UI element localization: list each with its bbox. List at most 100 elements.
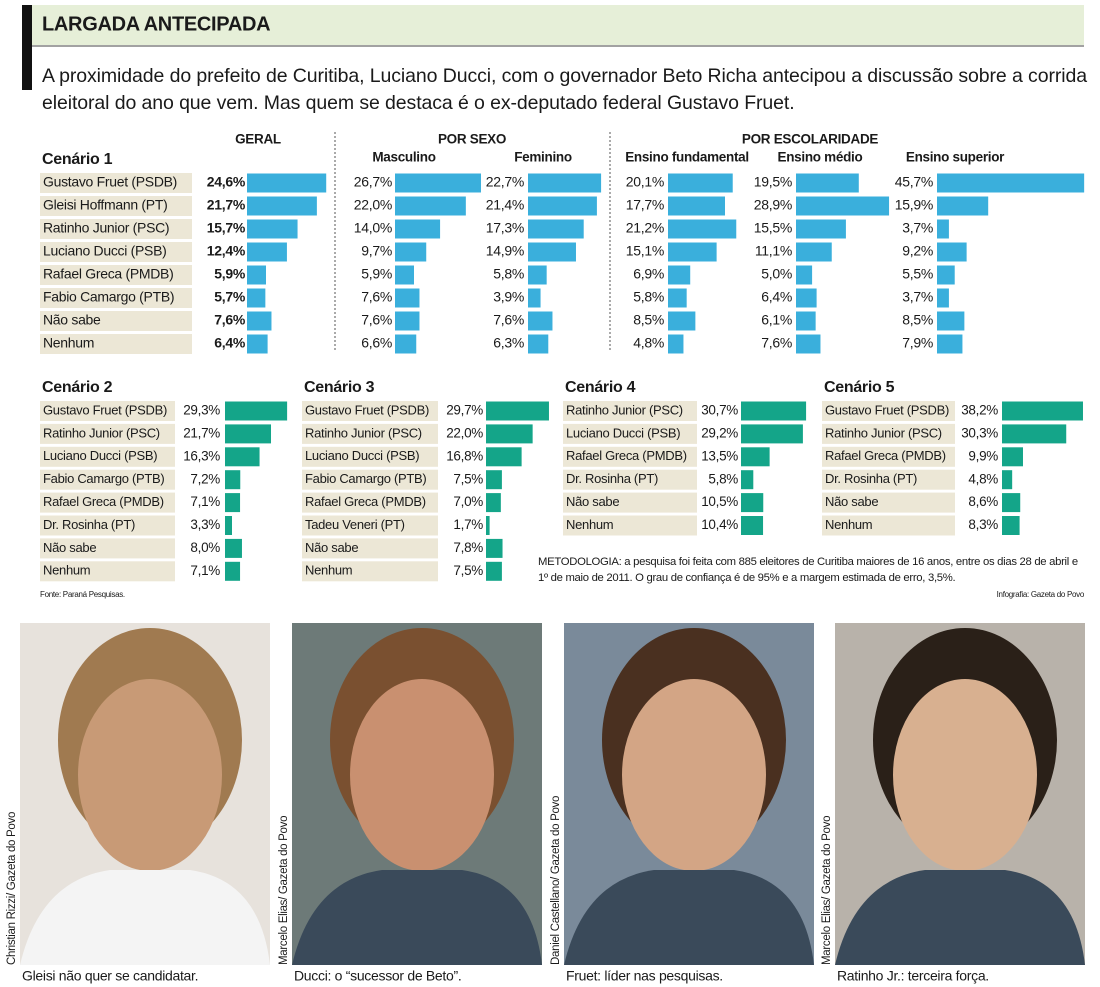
category-label: Gustavo Fruet (PSDB)	[305, 402, 429, 417]
value-label: 5,8%	[708, 471, 738, 486]
photo-face	[350, 679, 494, 871]
category-label: Não sabe	[43, 312, 101, 328]
bar	[1002, 424, 1067, 444]
bar	[668, 173, 733, 193]
label-box	[563, 469, 697, 490]
value-label: 10,4%	[701, 517, 738, 532]
bar	[937, 311, 965, 331]
bar	[486, 493, 501, 513]
bar	[1002, 516, 1020, 535]
bar	[395, 334, 417, 354]
photo-credit: Christian Rizzi/ Gazeta do Povo	[6, 812, 18, 965]
bar	[528, 173, 602, 193]
bar	[247, 334, 268, 354]
label-box	[822, 469, 955, 490]
value-label: 6,4%	[214, 335, 246, 351]
label-box	[40, 173, 192, 193]
value-label: 29,2%	[701, 425, 738, 440]
chart-title: Cenário 4	[565, 379, 636, 396]
photo-caption: Ducci: o “sucessor de Beto”.	[294, 968, 461, 984]
bar	[486, 538, 503, 558]
value-label: 15,7%	[207, 220, 246, 236]
label-box	[40, 334, 192, 354]
label-box	[40, 196, 192, 216]
label-box	[302, 446, 438, 467]
label-box	[563, 515, 697, 536]
value-label: 7,6%	[493, 312, 524, 328]
value-label: 38,2%	[961, 403, 998, 418]
value-label: 5,9%	[361, 266, 392, 282]
category-label: Ratinho Junior (PSC)	[825, 425, 942, 440]
credit: Infografia: Gazeta do Povo	[997, 590, 1085, 599]
value-label: 7,6%	[214, 312, 246, 328]
label-box	[40, 219, 192, 239]
bar	[528, 196, 597, 216]
value-label: 3,3%	[190, 517, 220, 532]
bar	[668, 242, 717, 262]
value-label: 7,9%	[902, 335, 933, 351]
bar	[741, 470, 754, 490]
series-label: Masculino	[372, 150, 435, 165]
category-label: Dr. Rosinha (PT)	[43, 517, 135, 532]
category-label: Luciano Ducci (PSB)	[43, 243, 166, 259]
bar	[937, 219, 949, 239]
bar	[225, 493, 241, 513]
value-label: 6,9%	[633, 266, 664, 282]
value-label: 30,7%	[701, 403, 738, 418]
value-label: 14,0%	[354, 220, 392, 236]
bar	[741, 447, 770, 467]
bar	[528, 334, 549, 354]
value-label: 20,1%	[626, 174, 664, 190]
value-label: 3,7%	[902, 220, 933, 236]
value-label: 5,8%	[493, 266, 524, 282]
bar	[1002, 401, 1083, 421]
bar	[247, 311, 272, 331]
label-box	[40, 492, 175, 513]
bar	[486, 424, 533, 444]
bar	[796, 311, 816, 331]
page-title: LARGADA ANTECIPADA	[42, 13, 270, 35]
category-label: Nenhum	[305, 563, 352, 578]
photo-shoulders	[292, 870, 542, 965]
value-label: 7,6%	[361, 312, 392, 328]
label-box	[302, 492, 438, 513]
value-label: 17,3%	[486, 220, 524, 236]
label-box	[40, 242, 192, 262]
bar	[486, 516, 490, 535]
header-band	[32, 5, 1084, 45]
value-label: 26,7%	[354, 174, 392, 190]
label-box	[822, 515, 955, 536]
bar	[796, 173, 859, 193]
bar	[395, 173, 481, 193]
category-label: Rafael Greca (PMDB)	[43, 266, 173, 282]
bar	[937, 173, 1085, 193]
value-label: 6,3%	[493, 335, 524, 351]
category-label: Não sabe	[566, 494, 619, 509]
value-label: 5,8%	[633, 289, 664, 305]
photo-shoulders	[835, 870, 1085, 965]
bar	[796, 196, 890, 216]
value-label: 13,5%	[701, 448, 738, 463]
bar	[668, 265, 691, 285]
value-label: 19,5%	[754, 174, 792, 190]
value-label: 8,5%	[902, 312, 933, 328]
category-label: Dr. Rosinha (PT)	[566, 471, 658, 486]
bar	[395, 196, 466, 216]
value-label: 7,6%	[361, 289, 392, 305]
label-box	[40, 423, 175, 444]
value-label: 17,7%	[626, 197, 664, 213]
group-label: POR ESCOLARIDADE	[742, 132, 879, 147]
bar	[668, 334, 684, 354]
label-box	[302, 469, 438, 490]
value-label: 22,0%	[354, 197, 392, 213]
bar	[796, 219, 846, 239]
bar	[741, 493, 764, 513]
bar	[225, 561, 241, 581]
label-box	[40, 561, 175, 582]
bar	[225, 447, 260, 467]
value-label: 3,7%	[902, 289, 933, 305]
bar	[668, 288, 687, 308]
category-label: Não sabe	[43, 540, 96, 555]
value-label: 8,3%	[968, 517, 998, 532]
